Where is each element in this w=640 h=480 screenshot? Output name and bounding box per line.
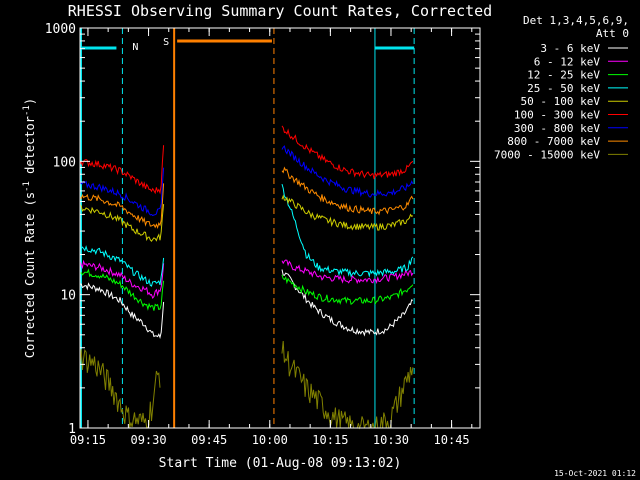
legend-label-5: 100 - 300 keV bbox=[514, 109, 600, 122]
legend-title-2: Att 0 bbox=[596, 27, 629, 40]
series-6 bbox=[79, 145, 414, 217]
y-axis-label-end: ) bbox=[23, 98, 37, 105]
series-2 bbox=[79, 268, 414, 311]
x-tick-label-0: 09:15 bbox=[70, 433, 106, 447]
x-tick-label-3: 10:00 bbox=[252, 433, 288, 447]
series-line-2-b bbox=[281, 274, 414, 306]
n-flag-label: N bbox=[132, 42, 138, 53]
y-axis-label-sup2: -1 bbox=[22, 105, 32, 116]
series-layer bbox=[79, 125, 414, 430]
series-line-7-b bbox=[281, 166, 414, 216]
s-flag-label: S bbox=[163, 37, 169, 48]
series-line-4-a bbox=[79, 204, 165, 243]
x-tick-label-5: 10:30 bbox=[373, 433, 409, 447]
series-0 bbox=[79, 269, 414, 339]
legend-label-2: 12 - 25 keV bbox=[527, 69, 600, 82]
legend-label-3: 25 - 50 keV bbox=[527, 82, 600, 95]
y-axis-label-mid: detector bbox=[23, 116, 37, 181]
x-tick-label-4: 10:15 bbox=[312, 433, 348, 447]
series-line-5-a bbox=[79, 145, 165, 195]
legend-label-7: 800 - 7000 keV bbox=[507, 135, 600, 148]
series-5 bbox=[79, 125, 414, 195]
series-7 bbox=[79, 166, 414, 229]
series-line-4-b bbox=[281, 194, 414, 231]
series-4 bbox=[79, 194, 414, 243]
plot-frame bbox=[79, 27, 481, 429]
series-3 bbox=[79, 183, 414, 287]
y-tick-label-0: 1 bbox=[68, 422, 76, 437]
series-line-0-a bbox=[79, 282, 165, 339]
x-tick-label-6: 10:45 bbox=[434, 433, 470, 447]
y-tick-label-2: 100 bbox=[53, 155, 76, 170]
series-line-7-a bbox=[79, 183, 165, 229]
legend-label-1: 6 - 12 keV bbox=[534, 55, 601, 68]
y-tick-label-1: 10 bbox=[60, 289, 76, 304]
axes: 09:15 09:30 09:45 10:00 10:15 10:30 10:45 1 10 10… bbox=[45, 22, 481, 447]
series-line-2-a bbox=[79, 268, 165, 311]
legend-title-1: Det 1,3,4,5,6,9, bbox=[523, 14, 629, 27]
x-tick-label-1: 09:30 bbox=[130, 433, 166, 447]
y-tick-label-3: 1000 bbox=[45, 22, 76, 37]
series-line-6-b bbox=[281, 145, 414, 198]
legend-label-6: 300 - 800 keV bbox=[514, 122, 600, 135]
y-axis-label-sup1: -1 bbox=[22, 181, 32, 192]
series-line-3-a bbox=[79, 245, 165, 287]
series-line-0-b bbox=[281, 269, 414, 337]
y-axis-label-main: Corrected Count Rate (s bbox=[23, 192, 37, 358]
y-axis-label: Corrected Count Rate (s-1 detector-1) bbox=[22, 98, 37, 358]
series-line-5-b bbox=[281, 125, 414, 180]
series-line-6-a bbox=[79, 167, 165, 217]
series-line-3-b bbox=[281, 183, 414, 278]
legend-label-0: 3 - 6 keV bbox=[540, 42, 600, 55]
legend-label-8: 7000 - 15000 keV bbox=[494, 148, 600, 161]
x-axis-label: Start Time (01-Aug-08 09:13:02) bbox=[159, 456, 402, 471]
series-line-1-a bbox=[79, 259, 165, 300]
legend-label-4: 50 - 100 keV bbox=[521, 95, 601, 108]
x-tick-label-2: 09:45 bbox=[191, 433, 227, 447]
footer-date: 15-Oct-2021 01:12 bbox=[554, 469, 636, 478]
chart-title: RHESSI Observing Summary Count Rates, Co… bbox=[68, 2, 492, 20]
